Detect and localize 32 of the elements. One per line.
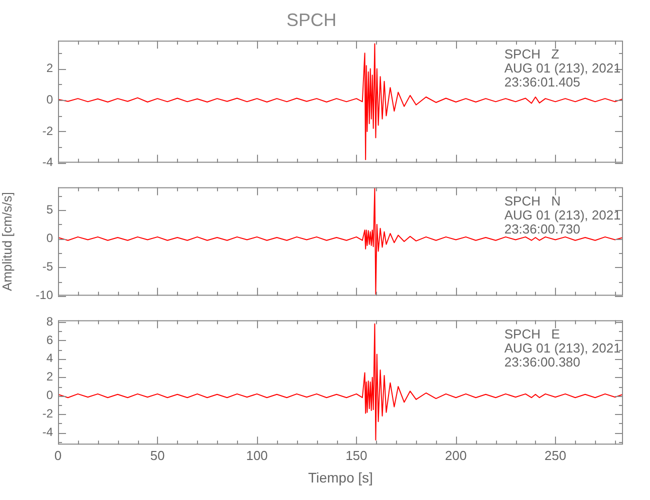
y-tick-label: 0	[46, 92, 54, 106]
y-tick-label: 2	[46, 61, 54, 76]
x-tick-label: 250	[544, 448, 566, 463]
y-tick-label: 2	[46, 370, 54, 384]
y-tick-label: -10	[36, 288, 54, 302]
annotation: AUG 01 (213), 2021	[504, 207, 621, 222]
y-tick-label: 8	[46, 314, 54, 328]
y-tick-label: 0	[46, 388, 54, 402]
annotation: AUG 01 (213), 2021	[504, 60, 621, 76]
annotation: SPCH E	[504, 326, 560, 342]
y-tick-label: -2	[42, 406, 54, 421]
chart-title: SPCH	[286, 10, 337, 30]
y-tick-label: -2	[42, 124, 54, 138]
y-axis-title: Amplitud [cm/s/s]	[0, 192, 14, 291]
annotation: SPCH N	[504, 193, 561, 208]
annotation: 23:36:00.380	[504, 354, 580, 370]
annotation: 23:36:01.405	[504, 74, 580, 90]
x-tick-label: 100	[246, 448, 268, 463]
y-tick-label: -5	[42, 260, 54, 274]
y-tick-label: 0	[46, 230, 54, 245]
y-tick-label: -4	[42, 424, 54, 439]
x-tick-label: 50	[150, 448, 165, 463]
annotation: 23:36:00.730	[504, 221, 580, 236]
annotation: AUG 01 (213), 2021	[504, 340, 621, 356]
y-tick-label: 5	[46, 202, 54, 216]
x-tick-label: 150	[346, 448, 368, 463]
x-tick-label: 200	[445, 448, 467, 463]
y-tick-label: 6	[46, 332, 54, 347]
y-tick-label: -4	[42, 155, 54, 170]
annotation: SPCH Z	[504, 46, 560, 62]
y-tick-label: 4	[46, 351, 54, 366]
x-axis-title: Tiempo [s]	[308, 469, 373, 486]
